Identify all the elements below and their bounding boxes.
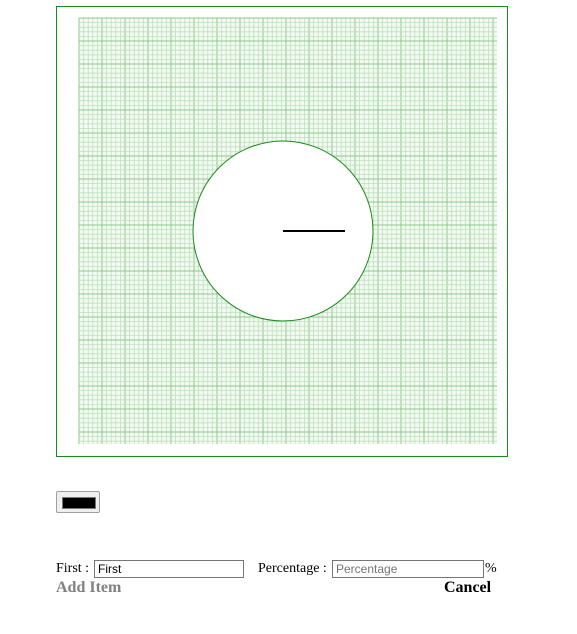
cancel-button[interactable]: Cancel: [444, 579, 492, 596]
percent-symbol: %: [485, 561, 497, 576]
color-swatch-icon: [62, 497, 96, 509]
graph-paper[interactable]: [57, 7, 507, 456]
first-input[interactable]: [94, 560, 244, 578]
color-picker-button[interactable]: [56, 491, 100, 513]
add-item-button[interactable]: Add Item: [56, 579, 122, 596]
percentage-input[interactable]: [332, 560, 484, 578]
drawing-canvas[interactable]: [56, 6, 508, 457]
percentage-label: Percentage :: [258, 561, 327, 576]
first-label: First :: [56, 561, 90, 576]
